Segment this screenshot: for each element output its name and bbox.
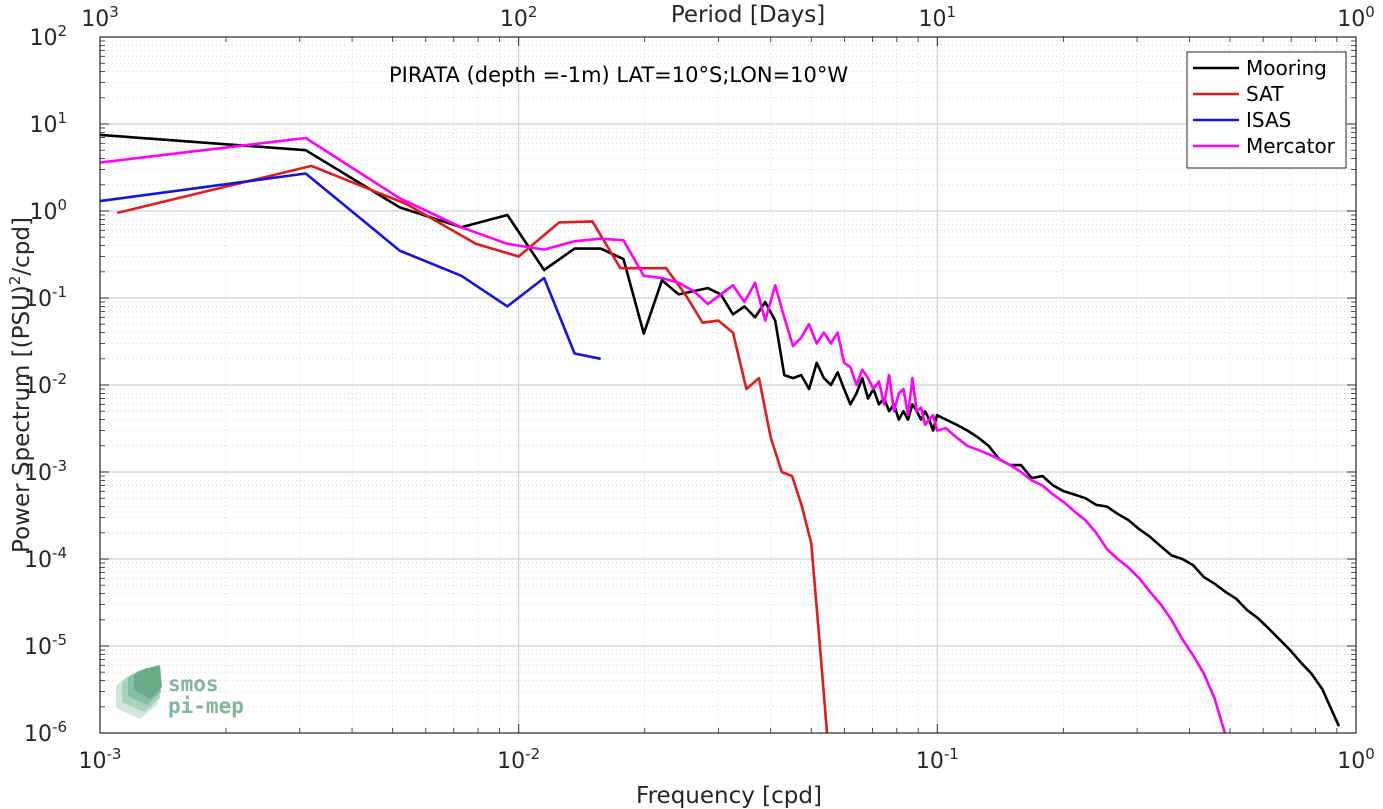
chart-title: PIRATA (depth =-1m) LAT=10°S;LON=10°W [389,63,848,87]
x-tick-label: 10-3 [79,745,122,774]
x-tick-label-base: 10 [916,749,944,774]
y-tick-label: 10-4 [24,544,67,573]
y-tick-label-exp: -2 [52,370,67,388]
top-tick-label: 102 [500,3,538,32]
y-axis-label-tail: /cpd] [9,217,35,276]
y-tick-label-exp: 0 [57,196,67,214]
x-tick-label-base: 10 [1337,749,1365,774]
series-line-mooring [99,133,1341,727]
top-tick-labels: 103 102 101 100 [81,3,1375,32]
smos-pi-mep-logo: smos pi-mep [116,665,244,719]
x-tick-label-exp: -2 [525,745,540,763]
y-tick-label-exp: 1 [57,109,67,127]
plot-area [99,133,1341,734]
top-tick-label-exp: 1 [947,3,957,21]
legend-label-mercator: Mercator [1246,134,1336,158]
top-tick-label-base: 10 [500,7,528,32]
x-tick-label-exp: -3 [107,745,122,763]
top-tick-label: 101 [919,3,957,32]
y-tick-label-base: 10 [29,26,57,51]
y-axis-label-sup: 2 [6,276,24,286]
x-tick-label: 10-2 [497,745,540,774]
y-tick-label: 10-5 [24,631,67,660]
top-tick-label-base: 10 [919,7,947,32]
logo-text-pi-mep: pi-mep [168,694,244,718]
y-tick-label-exp: -3 [52,457,67,475]
y-tick-label-exp: -1 [52,283,67,301]
y-tick-label: 10-3 [24,457,67,486]
y-tick-label-base: 10 [29,200,57,225]
top-tick-label: 103 [81,3,119,32]
legend-box [1186,51,1347,169]
y-tick-label-base: 10 [24,548,52,573]
tick-marks [99,36,1357,734]
y-tick-label: 100 [29,196,67,225]
y-axis-label-main: Power Spectrum [(PSU) [9,285,35,553]
y-tick-label: 10-6 [24,718,67,747]
legend-label-mooring: Mooring [1246,56,1327,80]
top-tick-label-base: 10 [81,7,109,32]
y-axis-label: Power Spectrum [(PSU)2/cpd] [6,217,35,553]
series-line-sat [116,164,829,734]
x-tick-label-base: 10 [497,749,525,774]
y-tick-label-base: 10 [29,113,57,138]
top-tick-label: 100 [1337,3,1375,32]
top-tick-label-exp: 0 [1365,3,1375,21]
legend-label-sat: SAT [1246,82,1284,106]
y-tick-label-base: 10 [24,374,52,399]
y-tick-label-base: 10 [24,635,52,660]
y-tick-label: 101 [29,109,67,138]
y-tick-label-exp: -5 [52,631,67,649]
top-tick-label-exp: 3 [109,3,119,21]
y-tick-label-base: 10 [24,722,52,747]
top-tick-label-exp: 2 [528,3,538,21]
logo-text-smos: smos [168,672,219,696]
series-line-isas [99,172,601,361]
y-tick-label-exp: -6 [52,718,67,736]
x-tick-label-exp: -1 [944,745,959,763]
logo-mark [116,665,162,719]
x-axis-label: Frequency [cpd] [636,783,822,809]
y-tick-label: 10-2 [24,370,67,399]
x-tick-labels: 10-3 10-2 10-1 100 [79,745,1375,774]
y-tick-label-exp: 2 [57,22,67,40]
y-tick-label: 10-1 [24,283,67,312]
y-tick-label-base: 10 [24,287,52,312]
x-tick-label-exp: 0 [1365,745,1375,763]
x-tick-label-base: 10 [79,749,107,774]
series-line-mercator [99,136,1227,734]
y-tick-label: 102 [29,22,67,51]
y-tick-label-exp: -4 [52,544,67,562]
y-tick-label-base: 10 [24,461,52,486]
top-tick-label-base: 10 [1337,7,1365,32]
top-axis-label: Period [Days] [671,2,825,28]
x-tick-label: 100 [1337,745,1375,774]
x-tick-label: 10-1 [916,745,959,774]
legend-label-isas: ISAS [1246,108,1291,132]
